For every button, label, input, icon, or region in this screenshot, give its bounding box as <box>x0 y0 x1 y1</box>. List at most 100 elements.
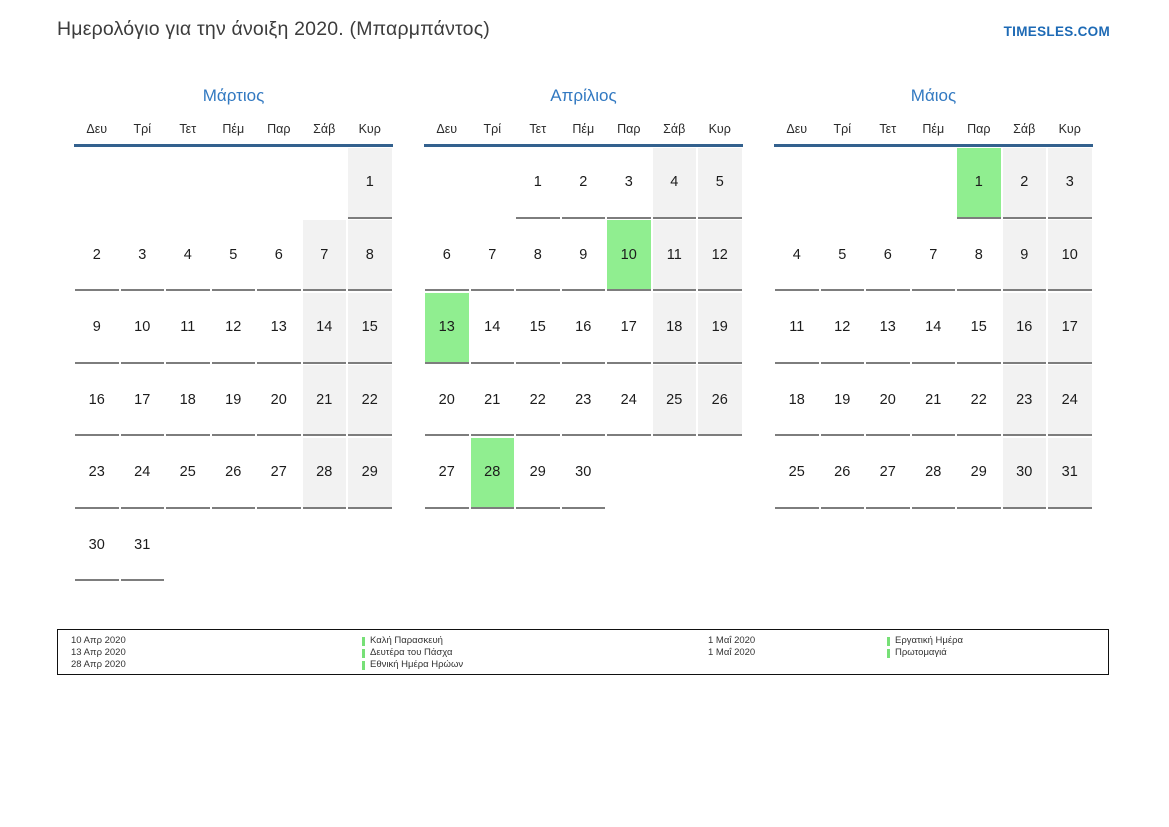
day-cell: 5 <box>211 220 255 291</box>
day-cell: 29 <box>957 438 1001 509</box>
day-cell: 6 <box>257 220 301 291</box>
day-cell: 1 <box>516 148 560 219</box>
day-cell: 8 <box>348 220 392 291</box>
day-cell: 29 <box>348 437 392 509</box>
legend-date: 1 Μαΐ 2020 <box>708 635 756 646</box>
day-cell: 2 <box>1002 147 1046 219</box>
day-cell: 25 <box>652 365 696 436</box>
day-cell: 9 <box>561 220 605 291</box>
day-cell: 30 <box>561 438 605 509</box>
weekday-label: Κυρ <box>1058 122 1081 136</box>
day-cell: 25 <box>166 438 210 509</box>
day-cell: 23 <box>1002 365 1046 436</box>
day-cell: 28 <box>911 438 955 509</box>
day-cell: 14 <box>470 293 514 364</box>
day-cell: 12 <box>698 220 742 291</box>
day-cell: 14 <box>302 292 346 364</box>
holiday-marker-icon <box>887 636 890 646</box>
weekday-header-row: Δευ Τρί Τετ Πέμ Παρ Σάβ Κυρ <box>424 120 743 138</box>
day-cell: 1 <box>348 147 392 219</box>
weekday-label: Δευ <box>436 122 458 136</box>
day-cell: 5 <box>698 147 742 219</box>
day-cell: 16 <box>1002 292 1046 364</box>
day-cell: 2 <box>75 220 119 291</box>
legend-date: 28 Απρ 2020 <box>71 659 126 671</box>
weekday-label: Κυρ <box>708 122 731 136</box>
day-cell: 17 <box>120 365 164 436</box>
day-grid: 1 2 3 4 5 6 7 8 9 10 11 12 13 14 15 16 17 18 19 20 21 22 23 24 2… <box>774 147 1093 510</box>
month-title: Απρίλιος <box>550 86 617 105</box>
empty-cell <box>303 148 347 219</box>
brand-link[interactable]: TIMESLES.COM <box>1003 24 1110 39</box>
day-cell: 1 <box>957 147 1001 219</box>
weekday-label: Τετ <box>179 122 197 136</box>
weekday-header-row: Δευ Τρί Τετ Πέμ Παρ Σάβ Κυρ <box>774 120 1093 138</box>
empty-cell <box>303 510 347 581</box>
empty-cell <box>257 510 301 581</box>
empty-cell <box>653 438 697 509</box>
day-cell: 26 <box>211 438 255 509</box>
day-cell: 19 <box>211 365 255 436</box>
month-title: Μάρτιος <box>202 86 265 105</box>
weekday-label: Παρ <box>267 122 291 136</box>
day-cell: 4 <box>652 147 696 219</box>
weekday-header-row: Δευ Τρί Τετ Πέμ Παρ Σάβ Κυρ <box>74 120 393 138</box>
day-cell: 7 <box>911 220 955 291</box>
day-cell: 26 <box>698 365 742 436</box>
day-cell: 15 <box>516 293 560 364</box>
weekday-label: Τετ <box>879 122 897 136</box>
legend-holiday-entry: Δευτέρα του Πάσχα <box>362 647 463 659</box>
legend-dates-column-2: 1 Μαΐ 2020 1 Μαΐ 2020 <box>708 635 755 659</box>
day-cell: 4 <box>166 220 210 291</box>
day-cell: 18 <box>652 292 696 364</box>
day-cell: 13 <box>866 293 910 364</box>
legend-holiday-name: Δευτέρα του Πάσχα <box>370 647 453 659</box>
day-cell: 23 <box>561 365 605 436</box>
day-cell: 9 <box>75 293 119 364</box>
day-cell: 6 <box>866 220 910 291</box>
day-cell: 8 <box>957 220 1001 291</box>
weekday-label: Τρί <box>833 122 852 136</box>
day-cell: 11 <box>166 293 210 364</box>
day-cell: 24 <box>1048 365 1092 436</box>
legend-holiday-entry: Πρωτομαγιά <box>887 647 963 659</box>
day-cell: 11 <box>775 293 819 364</box>
empty-cell <box>821 148 865 219</box>
holiday-marker-icon <box>362 648 365 658</box>
empty-cell <box>912 148 956 219</box>
month-title: Μάιος <box>910 86 957 105</box>
holiday-marker-icon <box>887 648 890 658</box>
legend-date: 13 Απρ 2020 <box>71 647 126 659</box>
day-cell: 18 <box>775 365 819 436</box>
legend-dates-column-1: 10 Απρ 2020 13 Απρ 2020 28 Απρ 2020 <box>71 635 126 672</box>
legend-holiday-entry: Εργατική Ημέρα <box>887 635 963 647</box>
weekday-label: Σάβ <box>1013 122 1036 136</box>
day-cell: 10 <box>607 220 651 291</box>
empty-cell <box>75 148 119 219</box>
day-cell: 9 <box>1002 220 1046 291</box>
page-title: Ημερολόγιο για την άνοιξη 2020. (Μπαρμπά… <box>57 18 491 40</box>
weekday-label: Τετ <box>529 122 547 136</box>
empty-cell <box>607 438 651 509</box>
empty-cell <box>348 510 392 581</box>
day-cell: 22 <box>516 365 560 436</box>
legend-holiday-name: Εργατική Ημέρα <box>895 635 963 646</box>
day-cell: 3 <box>1048 147 1092 219</box>
header-rule <box>774 144 1093 147</box>
empty-cell <box>866 148 910 219</box>
header-rule <box>74 144 393 147</box>
day-cell: 16 <box>75 365 119 436</box>
day-cell: 3 <box>607 148 651 219</box>
day-cell: 13 <box>257 293 301 364</box>
day-cell: 13 <box>425 292 469 364</box>
day-cell: 26 <box>820 438 864 509</box>
day-cell: 16 <box>561 293 605 364</box>
header-rule <box>424 144 743 147</box>
month-may: Μάιος Δευ Τρί Τετ Πέμ Παρ Σάβ Κυρ 1 2 3 4 5 6 7 8 9 10 1… <box>774 80 1093 509</box>
day-cell: 7 <box>302 220 346 291</box>
day-cell: 15 <box>957 293 1001 364</box>
day-cell: 17 <box>1048 292 1092 364</box>
weekday-label: Πέμ <box>572 122 595 136</box>
legend-date: 1 Μαΐ 2020 <box>708 647 756 659</box>
